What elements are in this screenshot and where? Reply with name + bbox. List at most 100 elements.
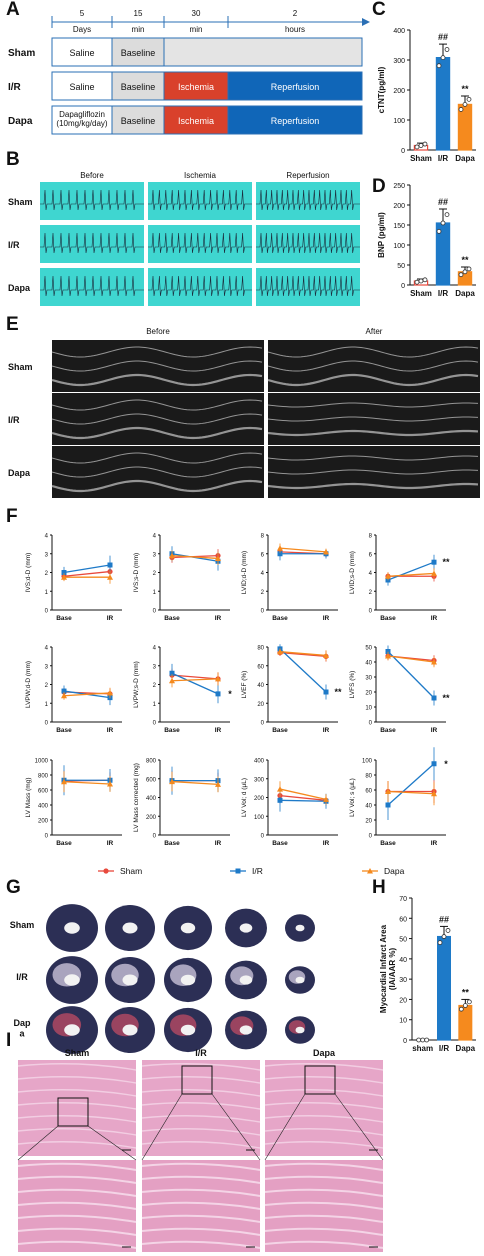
- chart-f-legend: Sham I/R Dapa: [98, 866, 405, 876]
- chart-d-bnp: 0 50 100 150 200 250 BNP (pg/ml) Sham ## I/R ** Dap…: [377, 183, 476, 298]
- fiber-pattern: [264, 1115, 384, 1123]
- fiber-pattern: [141, 1102, 261, 1110]
- significance-mark: *: [444, 759, 448, 769]
- fiber-pattern: [17, 1201, 137, 1210]
- zoom-connector: [17, 1125, 59, 1161]
- fiber-pattern: [141, 1063, 261, 1071]
- cell-baseline-label: Baseline: [121, 82, 156, 92]
- y-tick-label: 200: [393, 88, 405, 95]
- ecg-waveform: [256, 189, 360, 211]
- y-tick-label: 2: [153, 571, 157, 577]
- chart-f-3: 0 2 4 6 8 Base IR LVID;d-D (mm): [241, 534, 338, 622]
- x-tick-label: IR: [431, 840, 438, 847]
- panel-i-histology: Sham I/R Dapa: [17, 1048, 384, 1252]
- significance-mark: ##: [438, 197, 448, 207]
- fiber-pattern: [17, 1102, 137, 1110]
- chart-h-infarct: 0 10 20 30 40 50 60 70 Myocardial Infarct Area(I…: [379, 896, 476, 1053]
- y-tick-label: 200: [393, 203, 405, 210]
- cell-reperfusion: [227, 105, 363, 135]
- x-tick-label: Dapa: [455, 154, 475, 163]
- data-point: [323, 652, 329, 658]
- cell-reperfusion-label: Reperfusion: [271, 116, 320, 126]
- lumen: [295, 1026, 305, 1034]
- y-tick-label: 100: [393, 243, 405, 250]
- y-tick-label: 400: [254, 759, 265, 765]
- panel-g-slices: Sham I/R Dap a: [10, 904, 315, 1054]
- data-point: [385, 649, 391, 654]
- series-line-0: [279, 794, 327, 801]
- x-tick-label: IR: [107, 840, 114, 847]
- x-tick-label: Base: [164, 840, 180, 847]
- series-line-2: [63, 781, 111, 785]
- data-point: [107, 562, 113, 568]
- data-point: [385, 802, 391, 808]
- panel-letter-i: I: [6, 1030, 11, 1051]
- series-line-2: [171, 678, 219, 682]
- echo-wall-trace: [267, 416, 479, 422]
- x-tick-label: I/R: [438, 154, 448, 163]
- panel-b-ecg: Before Ischemia Reperfusion Sham I/R Dapa: [8, 171, 360, 306]
- slice-row-label: Dap a: [13, 1018, 31, 1038]
- legend-label: Dapa: [384, 866, 405, 876]
- data-point: [466, 96, 472, 102]
- y-tick-label: 0: [401, 148, 405, 155]
- x-tick-label: Base: [164, 727, 180, 734]
- data-point: [422, 277, 428, 283]
- x-tick-label: I/R: [439, 1044, 449, 1053]
- y-tick-label: 300: [254, 777, 265, 783]
- y-tick-label: 1: [45, 702, 49, 708]
- x-tick-label: Sham: [410, 289, 432, 298]
- histology-column-header: Sham: [65, 1048, 90, 1058]
- zoom-region-box: [57, 1097, 89, 1127]
- series-line-0: [279, 651, 327, 658]
- data-point: [107, 574, 113, 580]
- echo-wall-trace: [267, 469, 479, 475]
- x-tick-label: IR: [431, 615, 438, 622]
- y-tick-label: 0: [369, 721, 373, 727]
- ecg-trace-panel: [148, 182, 252, 220]
- y-tick-label: 70: [399, 896, 407, 903]
- data-point: [169, 552, 175, 559]
- cell-baseline-label: Baseline: [121, 48, 156, 58]
- data-point: [107, 781, 113, 787]
- x-tick-label: sham: [412, 1044, 433, 1053]
- data-point: [458, 1006, 464, 1012]
- series-line-1: [387, 763, 435, 806]
- series-line-1: [171, 672, 219, 695]
- cell-treatment: [51, 37, 113, 67]
- ecg-trace-panel: [148, 268, 252, 306]
- x-tick-label: IR: [215, 727, 222, 734]
- series-line-0: [63, 570, 111, 577]
- y-tick-label: 30: [399, 977, 407, 984]
- y-tick-label: 0: [401, 283, 405, 290]
- chart-f-4: 0 2 4 6 8 Base IR LVID;s-D (mm) **: [349, 534, 450, 623]
- series-line-1: [387, 561, 435, 581]
- y-tick-label: 400: [393, 28, 405, 35]
- echo-wall-trace: [51, 466, 263, 478]
- y-tick-label: 0: [403, 1038, 407, 1045]
- y-tick-label: 0: [45, 721, 49, 727]
- series-line-2: [387, 655, 435, 663]
- fiber-pattern: [141, 1141, 261, 1149]
- lumen: [295, 976, 305, 984]
- x-tick-label: IR: [323, 727, 330, 734]
- y-tick-label: 8: [369, 534, 373, 540]
- echo-wall-trace: [51, 346, 263, 358]
- fiber-pattern: [17, 1128, 137, 1136]
- cell-ischemia-label: Ischemia: [178, 82, 214, 92]
- fiber-pattern: [141, 1089, 261, 1097]
- chart-f-2: 0 1 2 3 4 Base IR IVS;s-D (mm): [133, 534, 230, 622]
- ecg-column-header: Before: [80, 171, 104, 180]
- echo-row-label: I/R: [8, 415, 20, 425]
- data-point: [385, 788, 391, 794]
- fiber-pattern: [264, 1188, 384, 1197]
- fiber-pattern: [141, 1128, 261, 1136]
- y-tick-label: 60: [257, 664, 264, 670]
- y-axis-label: LVPW;d-D (mm): [25, 661, 32, 708]
- series-line-2: [279, 651, 327, 657]
- y-axis-label: IVS;d-D (mm): [25, 553, 32, 593]
- data-point: [277, 545, 283, 551]
- echo-wall-trace: [267, 346, 479, 358]
- fiber-pattern: [264, 1141, 384, 1149]
- x-tick-label: Base: [272, 727, 288, 734]
